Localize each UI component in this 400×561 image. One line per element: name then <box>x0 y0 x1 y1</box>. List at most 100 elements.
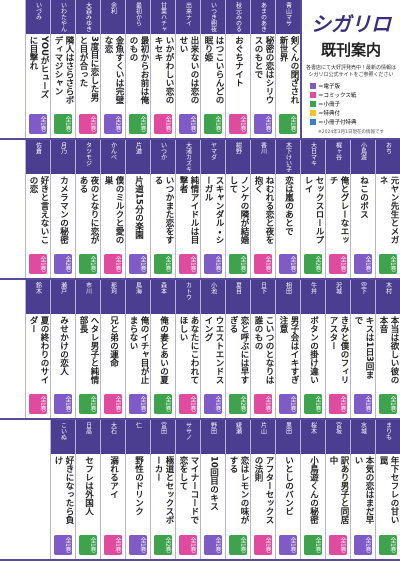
volume-badge: 全1巻 <box>279 394 297 414</box>
author: 相田 <box>276 280 300 314</box>
legend-label: ＝電子版 <box>318 84 341 90</box>
book-entry: 夏目 恋と呼ぶには早すぎる 全2巻 <box>225 280 250 418</box>
volume-badge: 全1巻 <box>29 254 47 274</box>
legend-label: ＝コミックス紙 <box>318 93 357 99</box>
shelf-row: 青山マサ 剣くんの閉ざされ新世界 全1巻 あまのあき 秘密の恋はシリウスのもとで 全1巻秋… <box>0 0 300 140</box>
volume-badge: 全1巻 <box>254 114 272 134</box>
volume-badge: 全1巻 <box>229 254 247 274</box>
book-entry: 大日マキ セックスロールプレイ 全2巻 <box>300 140 325 278</box>
author: 佐倉 <box>26 140 50 174</box>
book-entry: 最初から 最初からお前は俺のもの 全1巻 <box>125 0 150 138</box>
book-entry: 仁野性のドリンク 全1巻 <box>125 420 150 559</box>
book-title: マイナーコードで恋をして <box>178 456 199 524</box>
volume-badge: 全1巻 <box>154 394 172 414</box>
book-entry: 梶ヶ谷 俺とグレーなエッチ 全1巻 <box>325 140 350 278</box>
book-title: 最初からお前は俺のもの <box>128 36 149 104</box>
book-title: はつこいらんどの眠り姫 <box>203 36 224 104</box>
author: 瀬戸 <box>51 280 75 314</box>
volume-badge: 全1巻 <box>179 394 197 414</box>
book-title: ねこのボス <box>358 176 369 219</box>
author: 牛丼 <box>301 280 325 314</box>
book-title: 小鳥遊くんの秘密 <box>308 456 319 524</box>
book-entry: 空下 キスは1日3回まで 全1巻 <box>350 280 375 418</box>
logo: シガリロ <box>311 12 391 36</box>
book-title: 出来ないのは恋のせい <box>178 36 199 104</box>
book-title: 剣くんの閉ざされ新世界 <box>278 36 299 104</box>
author: 余利 <box>101 0 125 34</box>
book-title: 秘密の恋はシリウスのもとで <box>253 36 274 104</box>
book-title: こいつのとなりは誰のもの <box>253 316 274 384</box>
volume-badge: 全1巻 <box>129 254 147 274</box>
book-title: 年下セフレの甘い罠 <box>378 456 399 524</box>
book-entry: 瀬戸 みせかけの恋人 全1巻 <box>50 280 75 418</box>
author: 綾瀬 <box>226 420 250 454</box>
book-title: 好きと言えないこの恋 <box>28 176 49 244</box>
book-title: 片道15分の楽園 <box>133 176 144 239</box>
book-title: ノンケの隣が結婚して <box>228 176 249 244</box>
volume-badge: 全1巻 <box>179 535 197 555</box>
volume-badge: 全1巻 <box>204 114 222 134</box>
book-title: 金魚すくいは完璧な恋 <box>103 36 124 104</box>
volume-badge: 全1巻 <box>179 254 197 274</box>
book-title: 隣人はさらさらボディマジシャン <box>53 36 74 104</box>
book-entry: 日下 こいつのとなりは誰のもの全1巻 <box>250 280 275 418</box>
author: 日下 <box>251 280 275 314</box>
book-entry: 日高 セフレは外国人 全1巻 <box>75 420 100 559</box>
author: 那珂 <box>101 280 125 314</box>
book-title: 恋と呼ぶには早すぎる <box>228 316 249 384</box>
book-entry: ササノ マイナーコードで恋をして 全1巻 <box>175 420 200 559</box>
volume-badge: 全2巻 <box>54 254 72 274</box>
volume-badge: 全2巻 <box>229 394 247 414</box>
volume-badge: 全1巻 <box>104 535 122 555</box>
legend-item: ＝電子版 <box>310 82 392 90</box>
author: 大渚カズキ <box>176 140 200 174</box>
volume-badge: 全1巻 <box>229 535 247 555</box>
book-title: 恋は嵐のあとで <box>283 176 294 236</box>
volume-badge: 全1巻 <box>129 394 147 414</box>
author: 鈴木 <box>26 280 50 314</box>
volume-badge: 全1巻 <box>204 535 222 555</box>
book-entry: あまのあき 秘密の恋はシリウスのもとで 全1巻 <box>250 0 275 138</box>
volume-badge: 全2巻 <box>304 254 322 274</box>
legend-swatch <box>310 83 316 89</box>
author: 鳥海 <box>126 280 150 314</box>
book-title: 俺とグレーなエッチ <box>328 176 349 244</box>
book-entry: 牛丼 ボタンの掛け違い 全1巻 <box>300 280 325 418</box>
author: 森本 <box>151 280 175 314</box>
author: 最初から <box>126 0 150 34</box>
book-title: 本気の恋はまだ早い <box>353 456 374 524</box>
book-entry: 森本 俺の妻とあいの夏 全1巻 <box>150 280 175 418</box>
author: 香川 <box>251 140 275 174</box>
volume-badge: 全1巻 <box>254 394 272 414</box>
volume-badge: 全1巻 <box>79 394 97 414</box>
book-title: 訳あり男子と同居中 <box>328 456 349 524</box>
book-title: 兄と弟の運命 <box>108 316 119 367</box>
book-entry: 香川 ねむれる恋と夜を抱く 全1巻 <box>250 140 275 278</box>
volume-badge: 全1巻 <box>279 114 297 134</box>
book-entry: かんべ 僕のミルクと愛の巣 全1巻 <box>100 140 125 278</box>
author: こいぬ <box>51 420 75 454</box>
volume-badge: 全1巻 <box>29 394 47 414</box>
book-title: 野性のドリンク <box>133 456 144 516</box>
legend-swatch <box>310 101 316 107</box>
volume-badge: 全2巻 <box>154 535 172 555</box>
author: 桜木 <box>301 420 325 454</box>
volume-badge: 全1巻 <box>104 394 122 414</box>
author: おち <box>376 140 400 174</box>
book-entry: 余利 金魚すくいは完璧な恋 全2巻 <box>100 0 125 138</box>
book-title: スキャンダル・シーガル <box>203 176 224 244</box>
author: 秋元みのる <box>226 0 250 34</box>
author: 仁 <box>126 420 150 454</box>
book-title: ボタンの掛け違い <box>308 316 319 384</box>
book-title: きみと僕のフィリアスター <box>328 316 349 384</box>
book-entry: 桜木 小鳥遊くんの秘密 全1巻 <box>300 420 325 559</box>
author: 出来ナイ <box>176 0 200 34</box>
author: 大石 <box>101 420 125 454</box>
author: 大森みゆき <box>76 0 100 34</box>
book-title: 本当は欲しい彼の本音 <box>378 316 399 384</box>
volume-badge: 全1巻 <box>54 114 72 134</box>
author: いわたやん <box>51 0 75 34</box>
book-entry: いわたやん 隣人はさらさらボディマジシャン全1巻 <box>50 0 75 138</box>
volume-badge: 全1巻 <box>29 114 47 134</box>
